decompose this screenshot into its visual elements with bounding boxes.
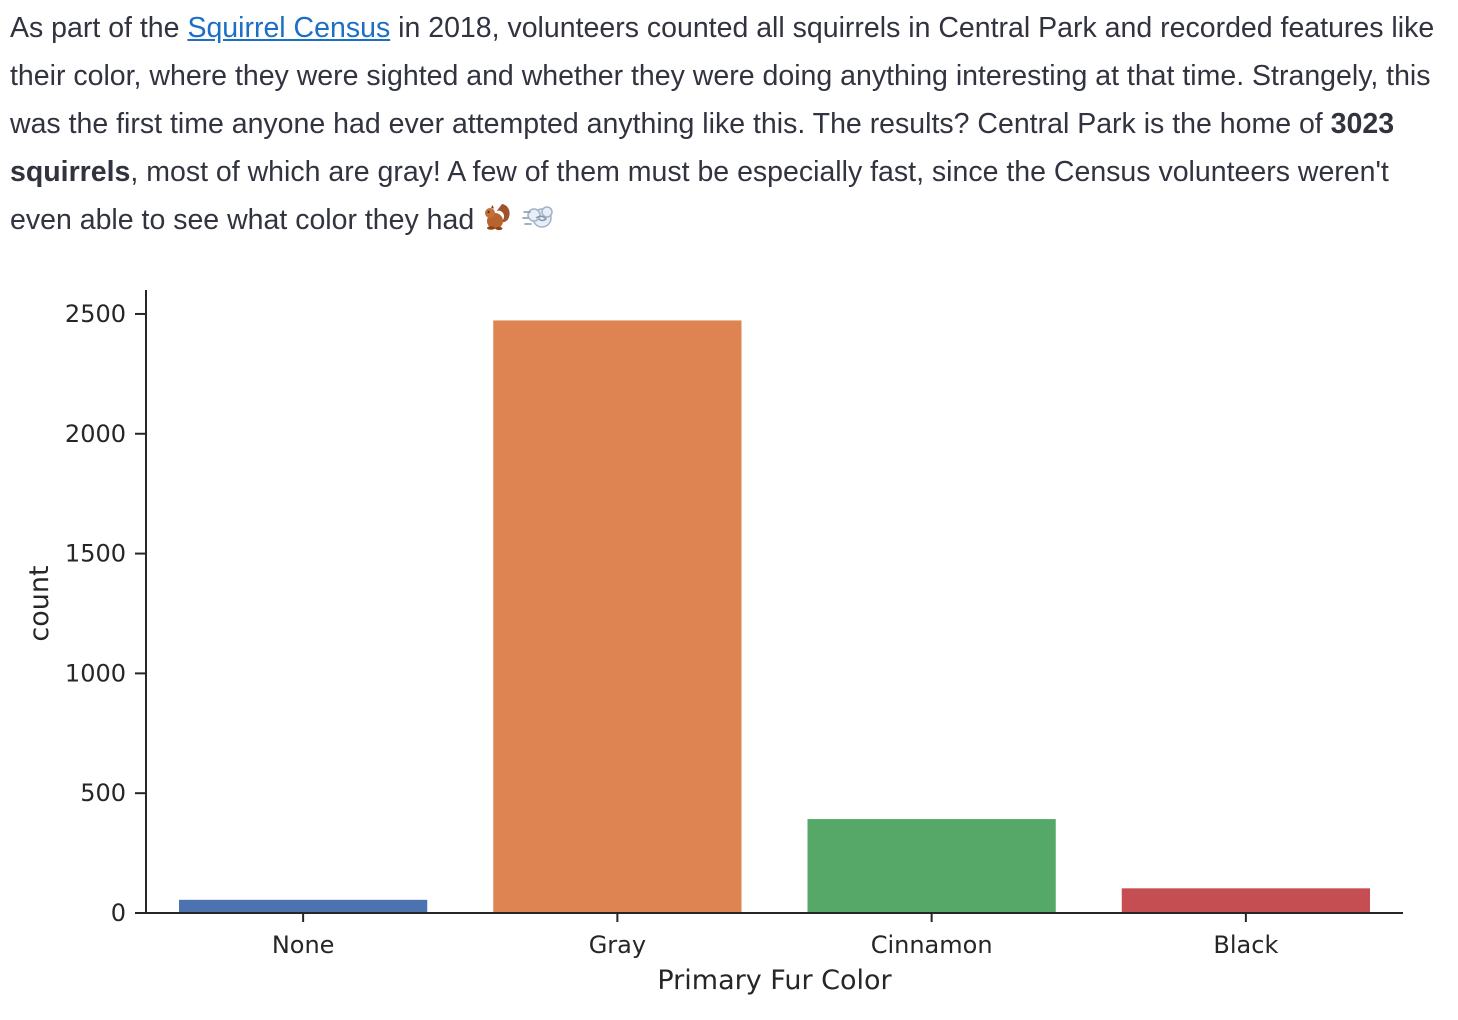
intro-text-end: , most of which are gray! A few of them … bbox=[10, 156, 1389, 236]
y-tick-label: 500 bbox=[80, 779, 126, 807]
bar-gray bbox=[493, 320, 742, 913]
x-axis-ticks: None Gray Cinnamon Black bbox=[272, 913, 1278, 959]
fur-color-bar-chart: 0 500 1000 1500 2000 2500 None Gray Cinnamon Bla… bbox=[24, 290, 1403, 996]
bars-group bbox=[178, 320, 1371, 913]
x-tick-label: None bbox=[272, 931, 335, 959]
intro-text-start: As part of the bbox=[10, 12, 188, 44]
intro-paragraph: As part of the Squirrel Census in 2018, … bbox=[10, 4, 1440, 248]
bar-black bbox=[1121, 888, 1371, 913]
squirrel-emoji-icon bbox=[482, 200, 514, 248]
y-tick-label: 1500 bbox=[65, 540, 126, 568]
x-tick-label: Black bbox=[1213, 931, 1278, 959]
y-tick-label: 2500 bbox=[65, 300, 126, 328]
y-tick-label: 0 bbox=[111, 899, 126, 927]
y-axis-ticks: 0 500 1000 1500 2000 2500 bbox=[65, 300, 146, 927]
y-tick-label: 1000 bbox=[65, 659, 126, 687]
x-axis-label: Primary Fur Color bbox=[657, 965, 892, 996]
dash-emoji-icon bbox=[522, 200, 556, 248]
squirrel-count-bold: 3023 squirrels bbox=[10, 108, 1395, 188]
x-tick-label: Cinnamon bbox=[871, 931, 993, 959]
intro-text-middle: in 2018, volunteers counted all squirrel… bbox=[10, 12, 1435, 140]
bar-none bbox=[178, 899, 428, 913]
y-axis-label: count bbox=[24, 565, 55, 641]
x-tick-label: Gray bbox=[589, 931, 646, 959]
y-tick-label: 2000 bbox=[65, 420, 126, 448]
bar-cinnamon bbox=[807, 819, 1056, 913]
squirrel-census-link[interactable]: Squirrel Census bbox=[187, 12, 391, 44]
